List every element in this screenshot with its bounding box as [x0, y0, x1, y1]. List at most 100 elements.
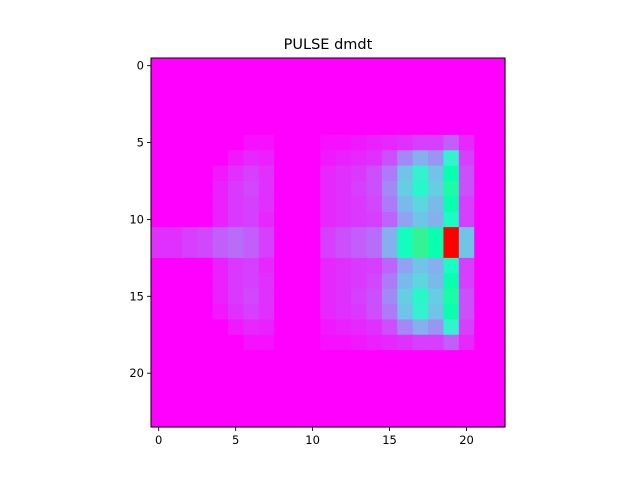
heatmap-cell [366, 73, 383, 90]
heatmap-cell [197, 350, 214, 367]
heatmap-cell [212, 319, 229, 336]
heatmap-cell [397, 196, 414, 213]
heatmap-cell [227, 73, 244, 90]
heatmap-cell [197, 411, 214, 428]
heatmap-cell [412, 211, 429, 228]
heatmap-cell [366, 380, 383, 397]
heatmap-cell [474, 88, 491, 105]
heatmap-cell [151, 88, 167, 105]
heatmap-cell [166, 211, 183, 228]
heatmap-cell [166, 181, 183, 197]
heatmap-cell [289, 334, 306, 351]
heatmap-cells [151, 58, 506, 428]
heatmap-cell [274, 380, 291, 397]
y-tick-label: 5 [137, 136, 144, 150]
heatmap-cell [489, 165, 506, 182]
heatmap-cell [197, 319, 214, 336]
heatmap-cell [458, 150, 475, 167]
chart-title: PULSE dmdt [284, 37, 373, 53]
heatmap-cell [458, 350, 475, 367]
heatmap-cell [443, 365, 460, 382]
heatmap-cell [458, 104, 475, 121]
heatmap-cell [151, 319, 167, 336]
heatmap-cell [335, 181, 352, 197]
heatmap-cell [274, 273, 291, 290]
heatmap-cell [166, 73, 183, 90]
heatmap-cell [381, 411, 398, 428]
heatmap-cell [458, 88, 475, 105]
heatmap-cell [335, 227, 352, 244]
heatmap-cell [289, 319, 306, 336]
heatmap-cell [166, 165, 183, 182]
heatmap-cell [212, 134, 229, 151]
heatmap-cell [412, 257, 429, 274]
heatmap-cell [304, 88, 321, 105]
heatmap-cell [474, 119, 491, 136]
heatmap-cell [181, 380, 198, 397]
heatmap-cell [397, 288, 414, 305]
heatmap-cell [243, 273, 260, 290]
heatmap-cell [443, 104, 460, 121]
heatmap-cell [366, 88, 383, 105]
heatmap-cell [181, 150, 198, 167]
x-tick-label: 15 [382, 433, 397, 447]
heatmap-cell [243, 288, 260, 305]
heatmap-cell [166, 119, 183, 136]
heatmap-cell [181, 134, 198, 151]
heatmap-cell [274, 104, 291, 121]
heatmap-cell [151, 350, 167, 367]
heatmap-cell [274, 396, 291, 413]
heatmap-cell [181, 242, 198, 259]
heatmap-cell [197, 73, 214, 90]
heatmap-cell [335, 257, 352, 274]
y-tick-label: 10 [129, 212, 144, 226]
heatmap-cell [197, 396, 214, 413]
heatmap-cell [320, 304, 337, 320]
heatmap-cell [397, 227, 414, 244]
heatmap-cell [274, 227, 291, 244]
heatmap-cell [304, 334, 321, 351]
heatmap-cell [366, 396, 383, 413]
heatmap-cell [181, 119, 198, 136]
heatmap-cell [166, 365, 183, 382]
heatmap-cell [166, 288, 183, 305]
heatmap-cell [351, 319, 368, 336]
heatmap-cell [458, 257, 475, 274]
heatmap-cell [274, 134, 291, 151]
heatmap-cell [320, 196, 337, 213]
heatmap-cell [335, 396, 352, 413]
heatmap-cell [320, 380, 337, 397]
heatmap-cell [289, 304, 306, 320]
heatmap-cell [304, 104, 321, 121]
heatmap-cell [227, 104, 244, 121]
heatmap-cell [381, 165, 398, 182]
heatmap-cell [458, 365, 475, 382]
heatmap-cell [428, 165, 445, 182]
heatmap-cell [320, 211, 337, 228]
heatmap-cell [428, 288, 445, 305]
heatmap-cell [197, 119, 214, 136]
heatmap-cell [227, 196, 244, 213]
heatmap-cell [443, 411, 460, 428]
heatmap-cell [428, 242, 445, 259]
heatmap-cell [351, 242, 368, 259]
heatmap-cell [289, 211, 306, 228]
heatmap-cell [335, 319, 352, 336]
heatmap-cell [366, 150, 383, 167]
y-tick-label: 20 [129, 366, 144, 380]
heatmap-cell [227, 211, 244, 228]
heatmap-cell [181, 411, 198, 428]
heatmap-cell [227, 365, 244, 382]
heatmap-cell [227, 334, 244, 351]
heatmap-cell [351, 334, 368, 351]
heatmap-cell [320, 73, 337, 90]
heatmap-cell [474, 165, 491, 182]
heatmap-cell [274, 350, 291, 367]
heatmap-cell [366, 411, 383, 428]
heatmap-cell [258, 165, 275, 182]
heatmap-cell [181, 319, 198, 336]
heatmap-cell [212, 88, 229, 105]
heatmap-cell [320, 319, 337, 336]
heatmap-cell [289, 227, 306, 244]
heatmap-cell [474, 288, 491, 305]
